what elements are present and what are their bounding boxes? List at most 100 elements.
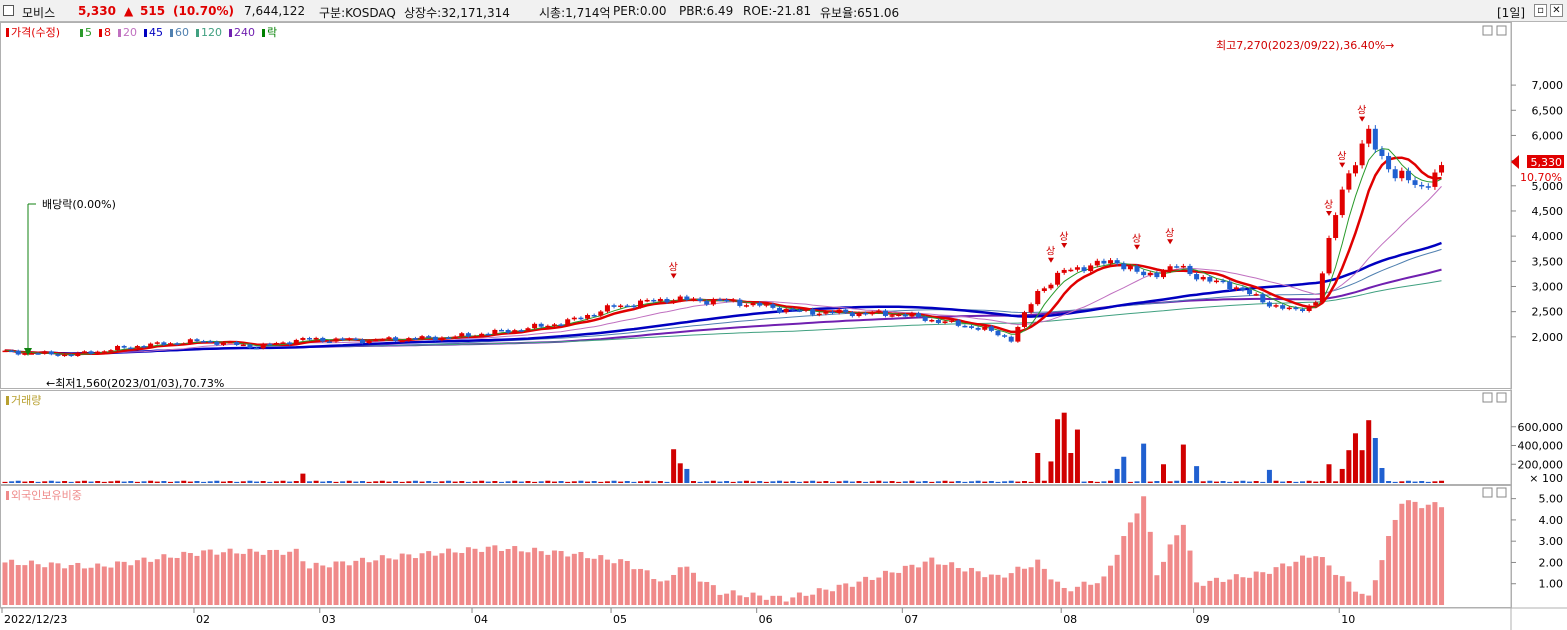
- volume-bar: [1405, 480, 1411, 483]
- volume-bar: [1154, 481, 1160, 483]
- volume-bar: [187, 481, 193, 483]
- foreign-bar: [1432, 502, 1438, 605]
- foreign-bar: [1187, 550, 1193, 605]
- panel-buttons[interactable]: [1482, 25, 1507, 498]
- foreign-bar: [141, 557, 147, 605]
- period-selector[interactable]: [1일]: [1497, 6, 1526, 20]
- foreign-bar: [796, 592, 802, 605]
- foreign-bar: [1088, 584, 1094, 605]
- foreign-bar: [1313, 556, 1319, 605]
- foreign-bar: [1359, 593, 1365, 605]
- volume-bar: [644, 480, 650, 483]
- select-checkbox[interactable]: [3, 5, 14, 16]
- window-restore-button[interactable]: ▫: [1534, 4, 1547, 17]
- volume-bar: [353, 481, 359, 483]
- volume-bar: [975, 480, 981, 483]
- volume-bar: [909, 480, 915, 483]
- volume-bar: [1300, 481, 1306, 483]
- foreign-bar: [1399, 503, 1405, 605]
- upper-limit-arrow: [1134, 244, 1141, 250]
- volume-bar: [267, 481, 273, 483]
- volume-bar: [512, 480, 518, 483]
- foreign-bar: [95, 563, 101, 605]
- candle-body: [340, 338, 346, 340]
- foreign-bar: [1266, 573, 1272, 605]
- candle-body: [1306, 305, 1312, 311]
- candle-body: [128, 347, 134, 350]
- volume-bar: [101, 481, 107, 483]
- candle-body: [214, 341, 220, 345]
- volume-bar: [585, 481, 591, 483]
- volume-bar: [631, 481, 637, 483]
- volume-bar: [810, 480, 816, 483]
- price-tick: 5,000: [1532, 180, 1564, 193]
- foreign-bar: [730, 590, 736, 605]
- foreign-bar: [181, 551, 187, 605]
- volume-bar: [1068, 453, 1074, 483]
- foreign-bar: [816, 588, 822, 605]
- volume-bar: [783, 481, 789, 483]
- volume-bar: [717, 481, 723, 483]
- volume-bar: [916, 481, 922, 483]
- candle-body: [1293, 307, 1299, 310]
- foreign-bar: [1425, 504, 1431, 605]
- volume-bar: [1081, 481, 1087, 483]
- foreign-bar: [876, 577, 882, 605]
- foreign-bar: [743, 597, 749, 605]
- candle-body: [1313, 302, 1319, 306]
- foreign-bar: [187, 553, 193, 605]
- volume-bar: [1227, 481, 1233, 483]
- candle-body: [68, 354, 74, 357]
- volume-bar: [1233, 481, 1239, 483]
- volume-bar: [1392, 481, 1398, 483]
- foreign-bar: [942, 564, 948, 605]
- foreign-bar: [373, 560, 379, 605]
- volume-bar: [657, 481, 663, 483]
- candle-body: [313, 337, 319, 340]
- foreign-bar: [578, 552, 584, 605]
- foreign-bar: [1220, 581, 1226, 605]
- foreign-bar: [1101, 576, 1107, 605]
- candle-body: [95, 351, 101, 354]
- volume-bar: [1220, 481, 1226, 483]
- foreign-bar: [1300, 555, 1306, 605]
- date-label: 04: [474, 613, 488, 626]
- close-button[interactable]: ✕: [1550, 4, 1563, 17]
- candle-body: [565, 319, 571, 325]
- price-tick: 4,000: [1532, 230, 1564, 243]
- foreign-bar: [68, 565, 74, 605]
- foreign-bar: [962, 571, 968, 605]
- foreign-bar: [340, 561, 346, 605]
- candle-body: [770, 304, 776, 308]
- volume-bar: [882, 481, 888, 483]
- foreign-bar: [955, 568, 961, 605]
- candle-body: [1233, 287, 1239, 290]
- volume-bar: [373, 481, 379, 483]
- roe-value: ROE:-21.81: [743, 4, 812, 18]
- volume-bar: [280, 480, 286, 483]
- foreign-bar: [929, 557, 935, 605]
- candle-body: [690, 298, 696, 301]
- foreign-bar: [710, 585, 716, 605]
- candle-body: [505, 330, 511, 333]
- volume-bar: [1061, 412, 1067, 483]
- candle-body: [320, 337, 326, 342]
- volume-bar: [955, 481, 961, 483]
- foreign-bar: [1405, 500, 1411, 605]
- foreign-bar: [280, 554, 286, 605]
- foreign-bar: [1167, 544, 1173, 605]
- foreign-bar: [882, 570, 888, 605]
- volume-bar: [770, 481, 776, 483]
- foreign-bar: [763, 599, 769, 605]
- volume-bar: [750, 481, 756, 483]
- candle-body: [1280, 305, 1286, 309]
- candle-body: [234, 342, 240, 345]
- volume-bar: [432, 481, 438, 483]
- foreign-bar: [1147, 531, 1153, 605]
- foreign-bar: [525, 552, 531, 605]
- foreign-bar: [717, 594, 723, 605]
- volume-bar: [532, 481, 538, 483]
- volume-bar: [1088, 481, 1094, 483]
- volume-bar: [459, 481, 465, 483]
- legend-20: 20: [123, 26, 137, 39]
